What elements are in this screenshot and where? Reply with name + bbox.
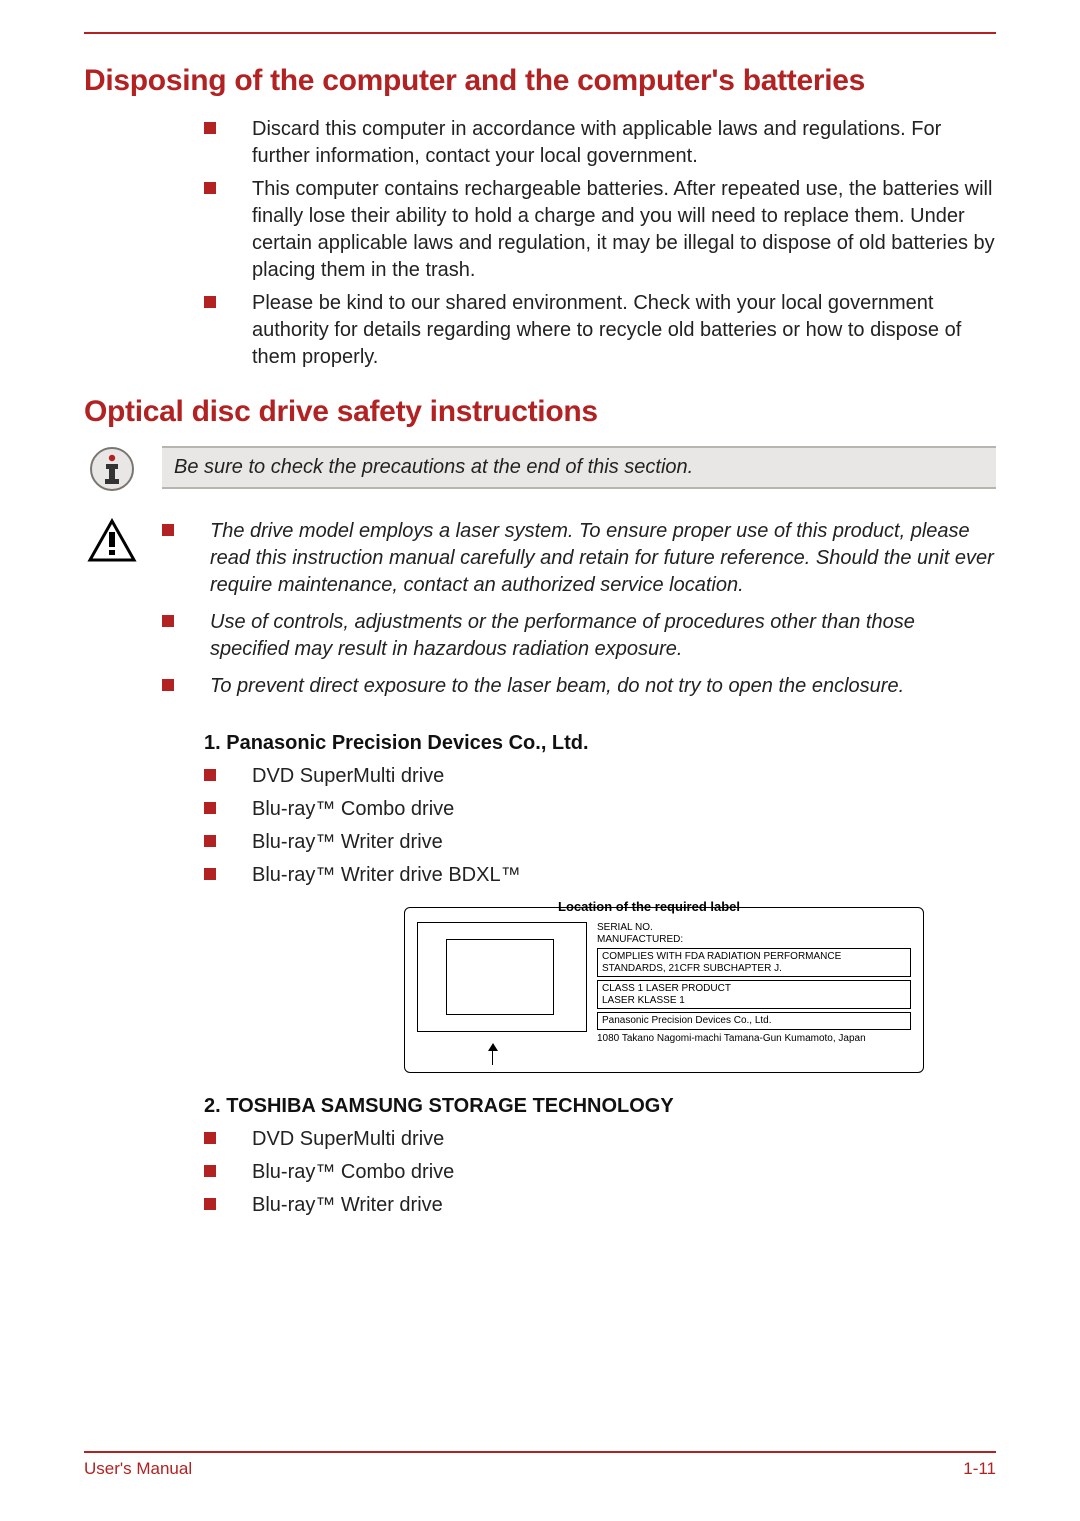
list-item: DVD SuperMulti drive [204,763,996,790]
label-diagram: Location of the required label SERIAL NO… [404,907,924,1073]
dispose-list: Discard this computer in accordance with… [204,116,996,371]
label-left-rect [417,922,587,1032]
label-frame: SERIAL NO. MANUFACTURED: COMPLIES WITH F… [404,907,924,1073]
footer-rule [84,1451,996,1453]
note-row: Be sure to check the precautions at the … [84,446,996,492]
note-bar: Be sure to check the precautions at the … [162,446,996,489]
footer-left: User's Manual [84,1459,192,1479]
vendor1-title: 1. Panasonic Precision Devices Co., Ltd. [204,732,996,755]
list-item: Blu-ray™ Combo drive [204,796,996,823]
footer-row: User's Manual 1-11 [84,1459,996,1479]
list-item: Blu-ray™ Writer drive [204,1192,996,1219]
warning-row: The drive model employs a laser system. … [84,518,996,710]
warning-icon [84,518,140,564]
list-item: DVD SuperMulti drive [204,1126,996,1153]
heading-disposing: Disposing of the computer and the comput… [84,62,996,100]
vendor2-list: DVD SuperMulti drive Blu-ray™ Combo driv… [204,1126,996,1219]
label-maker: Panasonic Precision Devices Co., Ltd. [597,1012,911,1030]
footer: User's Manual 1-11 [84,1451,996,1479]
label-class: CLASS 1 LASER PRODUCT LASER KLASSE 1 [597,980,911,1009]
footer-right: 1-11 [963,1459,996,1479]
list-item: To prevent direct exposure to the laser … [162,673,996,700]
warning-list: The drive model employs a laser system. … [162,518,996,710]
label-serial: SERIAL NO. MANUFACTURED: [597,922,911,945]
list-item: Discard this computer in accordance with… [204,116,996,170]
page: Disposing of the computer and the comput… [0,0,1080,1219]
list-item: This computer contains rechargeable batt… [204,176,996,284]
label-compliance: COMPLIES WITH FDA RADIATION PERFORMANCE … [597,948,911,977]
top-rule [84,32,996,34]
label-right-col: SERIAL NO. MANUFACTURED: COMPLIES WITH F… [597,922,911,1044]
list-item: Blu-ray™ Writer drive [204,829,996,856]
label-left-inner [446,939,554,1015]
vendor1-list: DVD SuperMulti drive Blu-ray™ Combo driv… [204,763,996,889]
label-address: 1080 Takano Nagomi-machi Tamana-Gun Kuma… [597,1033,911,1045]
list-item: Please be kind to our shared environment… [204,290,996,371]
list-item: Blu-ray™ Writer drive BDXL™ [204,862,996,889]
list-item: The drive model employs a laser system. … [162,518,996,599]
vendor2-title: 2. TOSHIBA SAMSUNG STORAGE TECHNOLOGY [204,1095,996,1118]
info-icon [84,446,140,492]
list-item: Blu-ray™ Combo drive [204,1159,996,1186]
heading-optical: Optical disc drive safety instructions [84,393,996,431]
list-item: Use of controls, adjustments or the perf… [162,609,996,663]
